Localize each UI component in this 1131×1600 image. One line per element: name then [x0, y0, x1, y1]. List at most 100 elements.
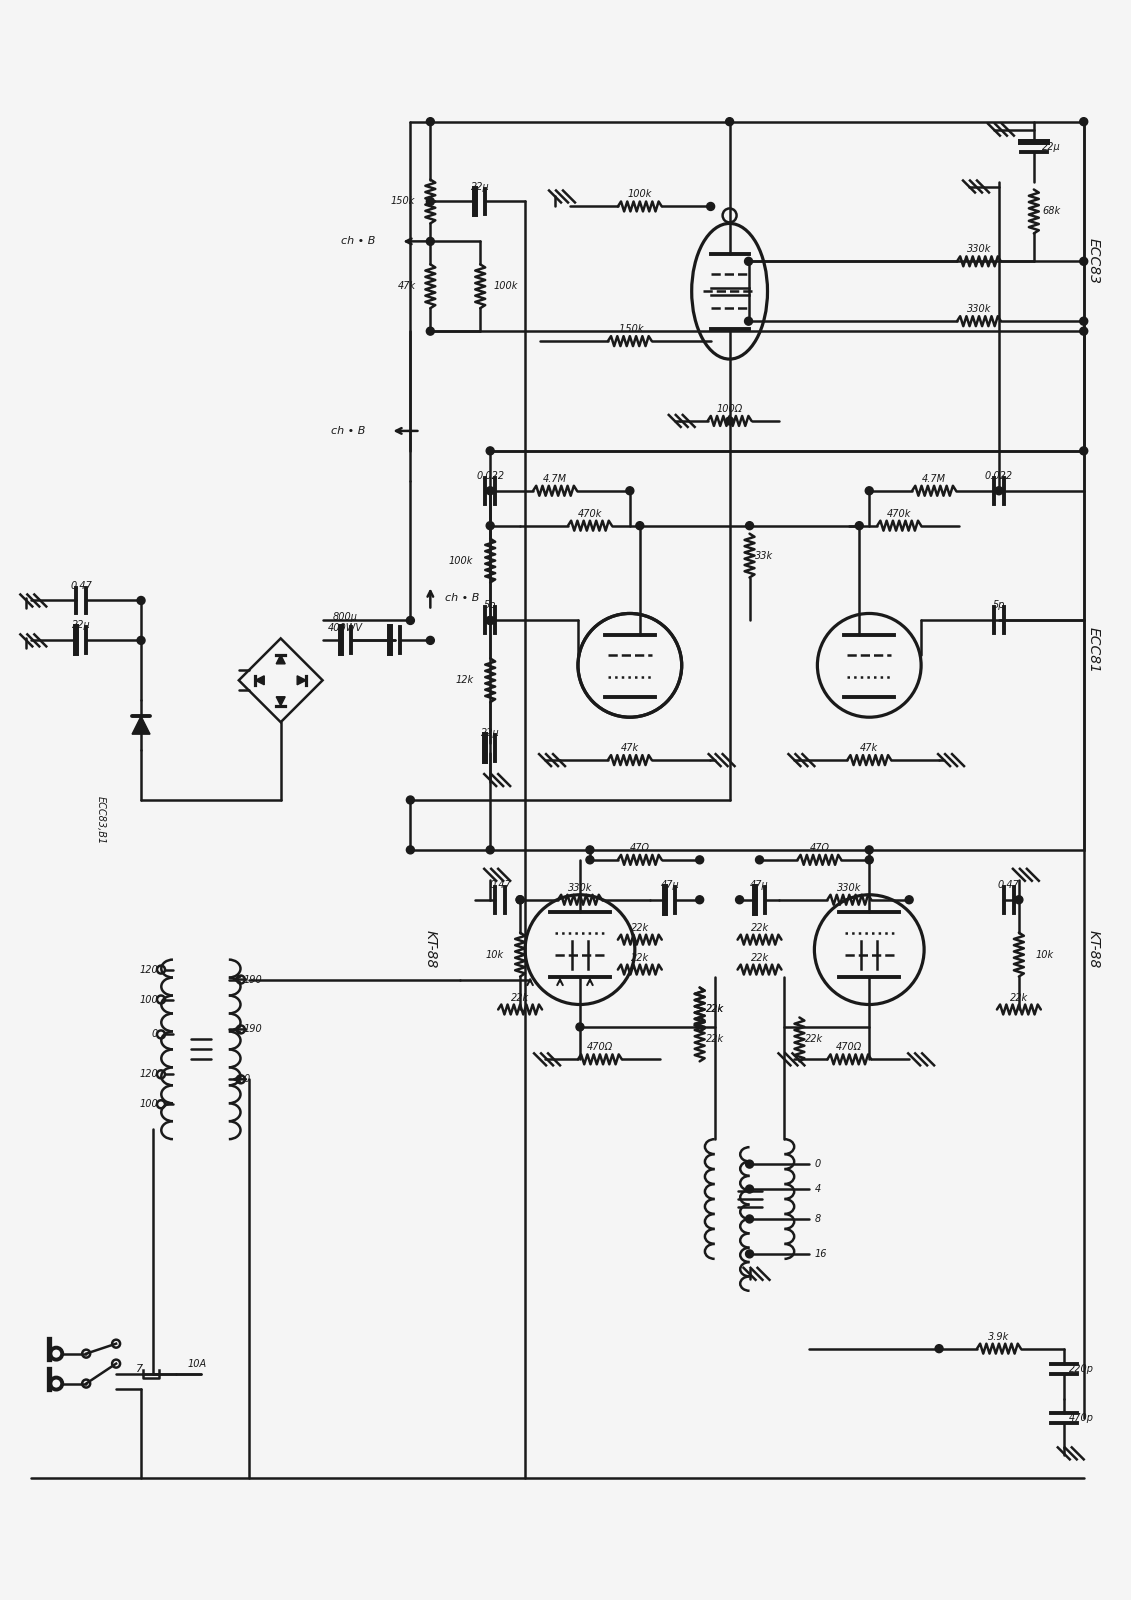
Text: 800μ
400WV: 800μ 400WV	[328, 611, 363, 634]
Text: 22k: 22k	[631, 952, 649, 963]
Text: 330k: 330k	[967, 304, 991, 314]
Text: 47μ: 47μ	[750, 880, 769, 890]
Text: ECC83,B1: ECC83,B1	[96, 795, 106, 845]
Circle shape	[1080, 258, 1088, 266]
Circle shape	[1015, 896, 1022, 904]
Text: 47k: 47k	[397, 282, 415, 291]
Circle shape	[865, 856, 873, 864]
Text: 33k: 33k	[756, 550, 774, 560]
Circle shape	[865, 486, 873, 494]
Text: 330k: 330k	[568, 883, 593, 893]
Circle shape	[486, 522, 494, 530]
Text: 0.47: 0.47	[490, 880, 511, 890]
Circle shape	[696, 896, 703, 904]
Circle shape	[406, 616, 414, 624]
Text: 22k: 22k	[751, 923, 769, 933]
Circle shape	[744, 317, 752, 325]
Text: 10A: 10A	[188, 1358, 207, 1368]
Circle shape	[426, 197, 434, 205]
Text: 47k: 47k	[861, 742, 879, 754]
Text: 330k: 330k	[837, 883, 862, 893]
Polygon shape	[276, 696, 285, 706]
Text: 22k: 22k	[751, 952, 769, 963]
Text: 150k: 150k	[390, 197, 415, 206]
Text: 4.7M: 4.7M	[922, 474, 947, 483]
Circle shape	[486, 616, 494, 624]
Text: KT-88: KT-88	[1087, 931, 1100, 970]
Text: 22k: 22k	[511, 992, 529, 1003]
Text: 0: 0	[814, 1158, 821, 1170]
Circle shape	[995, 486, 1003, 494]
Text: 22k: 22k	[706, 1005, 724, 1014]
Text: 100k: 100k	[494, 282, 518, 291]
Text: 470k: 470k	[887, 509, 912, 518]
Circle shape	[855, 522, 863, 530]
Text: 68k: 68k	[1043, 206, 1061, 216]
Text: 47Ω: 47Ω	[630, 843, 650, 853]
Text: 120: 120	[139, 1069, 158, 1080]
Text: 0.022: 0.022	[985, 470, 1013, 480]
Text: ch • B: ch • B	[342, 237, 375, 246]
Circle shape	[486, 846, 494, 854]
Circle shape	[756, 856, 763, 864]
Text: 16: 16	[814, 1250, 827, 1259]
Text: KT-88: KT-88	[423, 931, 438, 970]
Circle shape	[625, 486, 633, 494]
Text: 8: 8	[814, 1214, 821, 1224]
Circle shape	[696, 856, 703, 864]
Text: 0.47: 0.47	[70, 581, 92, 590]
Circle shape	[406, 797, 414, 803]
Circle shape	[745, 1186, 753, 1194]
Circle shape	[745, 1214, 753, 1222]
Text: 10k: 10k	[485, 950, 503, 960]
Text: 0: 0	[152, 1029, 158, 1040]
Circle shape	[406, 846, 414, 854]
Circle shape	[586, 856, 594, 864]
Text: 22μ: 22μ	[481, 728, 500, 738]
Circle shape	[426, 237, 434, 245]
Bar	[490, 451, 1083, 850]
Text: 22k: 22k	[706, 1005, 724, 1014]
Text: 0.022: 0.022	[476, 470, 504, 480]
Text: 22μ: 22μ	[1043, 142, 1061, 152]
Text: 5p: 5p	[484, 600, 497, 611]
Circle shape	[1080, 446, 1088, 454]
Circle shape	[1080, 326, 1088, 334]
Text: 7: 7	[136, 1363, 144, 1374]
Circle shape	[726, 118, 734, 126]
Text: ECC83: ECC83	[1087, 238, 1100, 285]
Polygon shape	[297, 675, 307, 685]
Text: 120: 120	[139, 965, 158, 974]
Text: ECC81: ECC81	[1087, 627, 1100, 674]
Text: 4.7M: 4.7M	[543, 474, 567, 483]
Circle shape	[516, 896, 524, 904]
Text: .150k: .150k	[616, 325, 644, 334]
Text: 3.9k: 3.9k	[988, 1331, 1010, 1342]
Circle shape	[516, 896, 524, 904]
Circle shape	[426, 118, 434, 126]
Text: 100: 100	[139, 995, 158, 1005]
Text: 330k: 330k	[967, 245, 991, 254]
Text: 22k: 22k	[631, 923, 649, 933]
Circle shape	[586, 846, 594, 854]
Circle shape	[1080, 317, 1088, 325]
Circle shape	[865, 846, 873, 854]
Circle shape	[486, 616, 494, 624]
Text: 100k: 100k	[628, 189, 651, 200]
Circle shape	[576, 1022, 584, 1030]
Circle shape	[744, 258, 752, 266]
Text: 4: 4	[814, 1184, 821, 1194]
Text: 470p: 470p	[1069, 1413, 1094, 1424]
Text: 22k: 22k	[805, 1035, 823, 1045]
Circle shape	[426, 637, 434, 645]
Circle shape	[735, 896, 743, 904]
Polygon shape	[256, 675, 265, 685]
Circle shape	[1080, 118, 1088, 126]
Text: ch • B: ch • B	[331, 426, 365, 435]
Circle shape	[707, 203, 715, 211]
Circle shape	[137, 637, 145, 645]
Circle shape	[426, 326, 434, 334]
Text: 22k: 22k	[706, 1035, 724, 1045]
Text: 22μ: 22μ	[470, 181, 490, 192]
Circle shape	[745, 1160, 753, 1168]
